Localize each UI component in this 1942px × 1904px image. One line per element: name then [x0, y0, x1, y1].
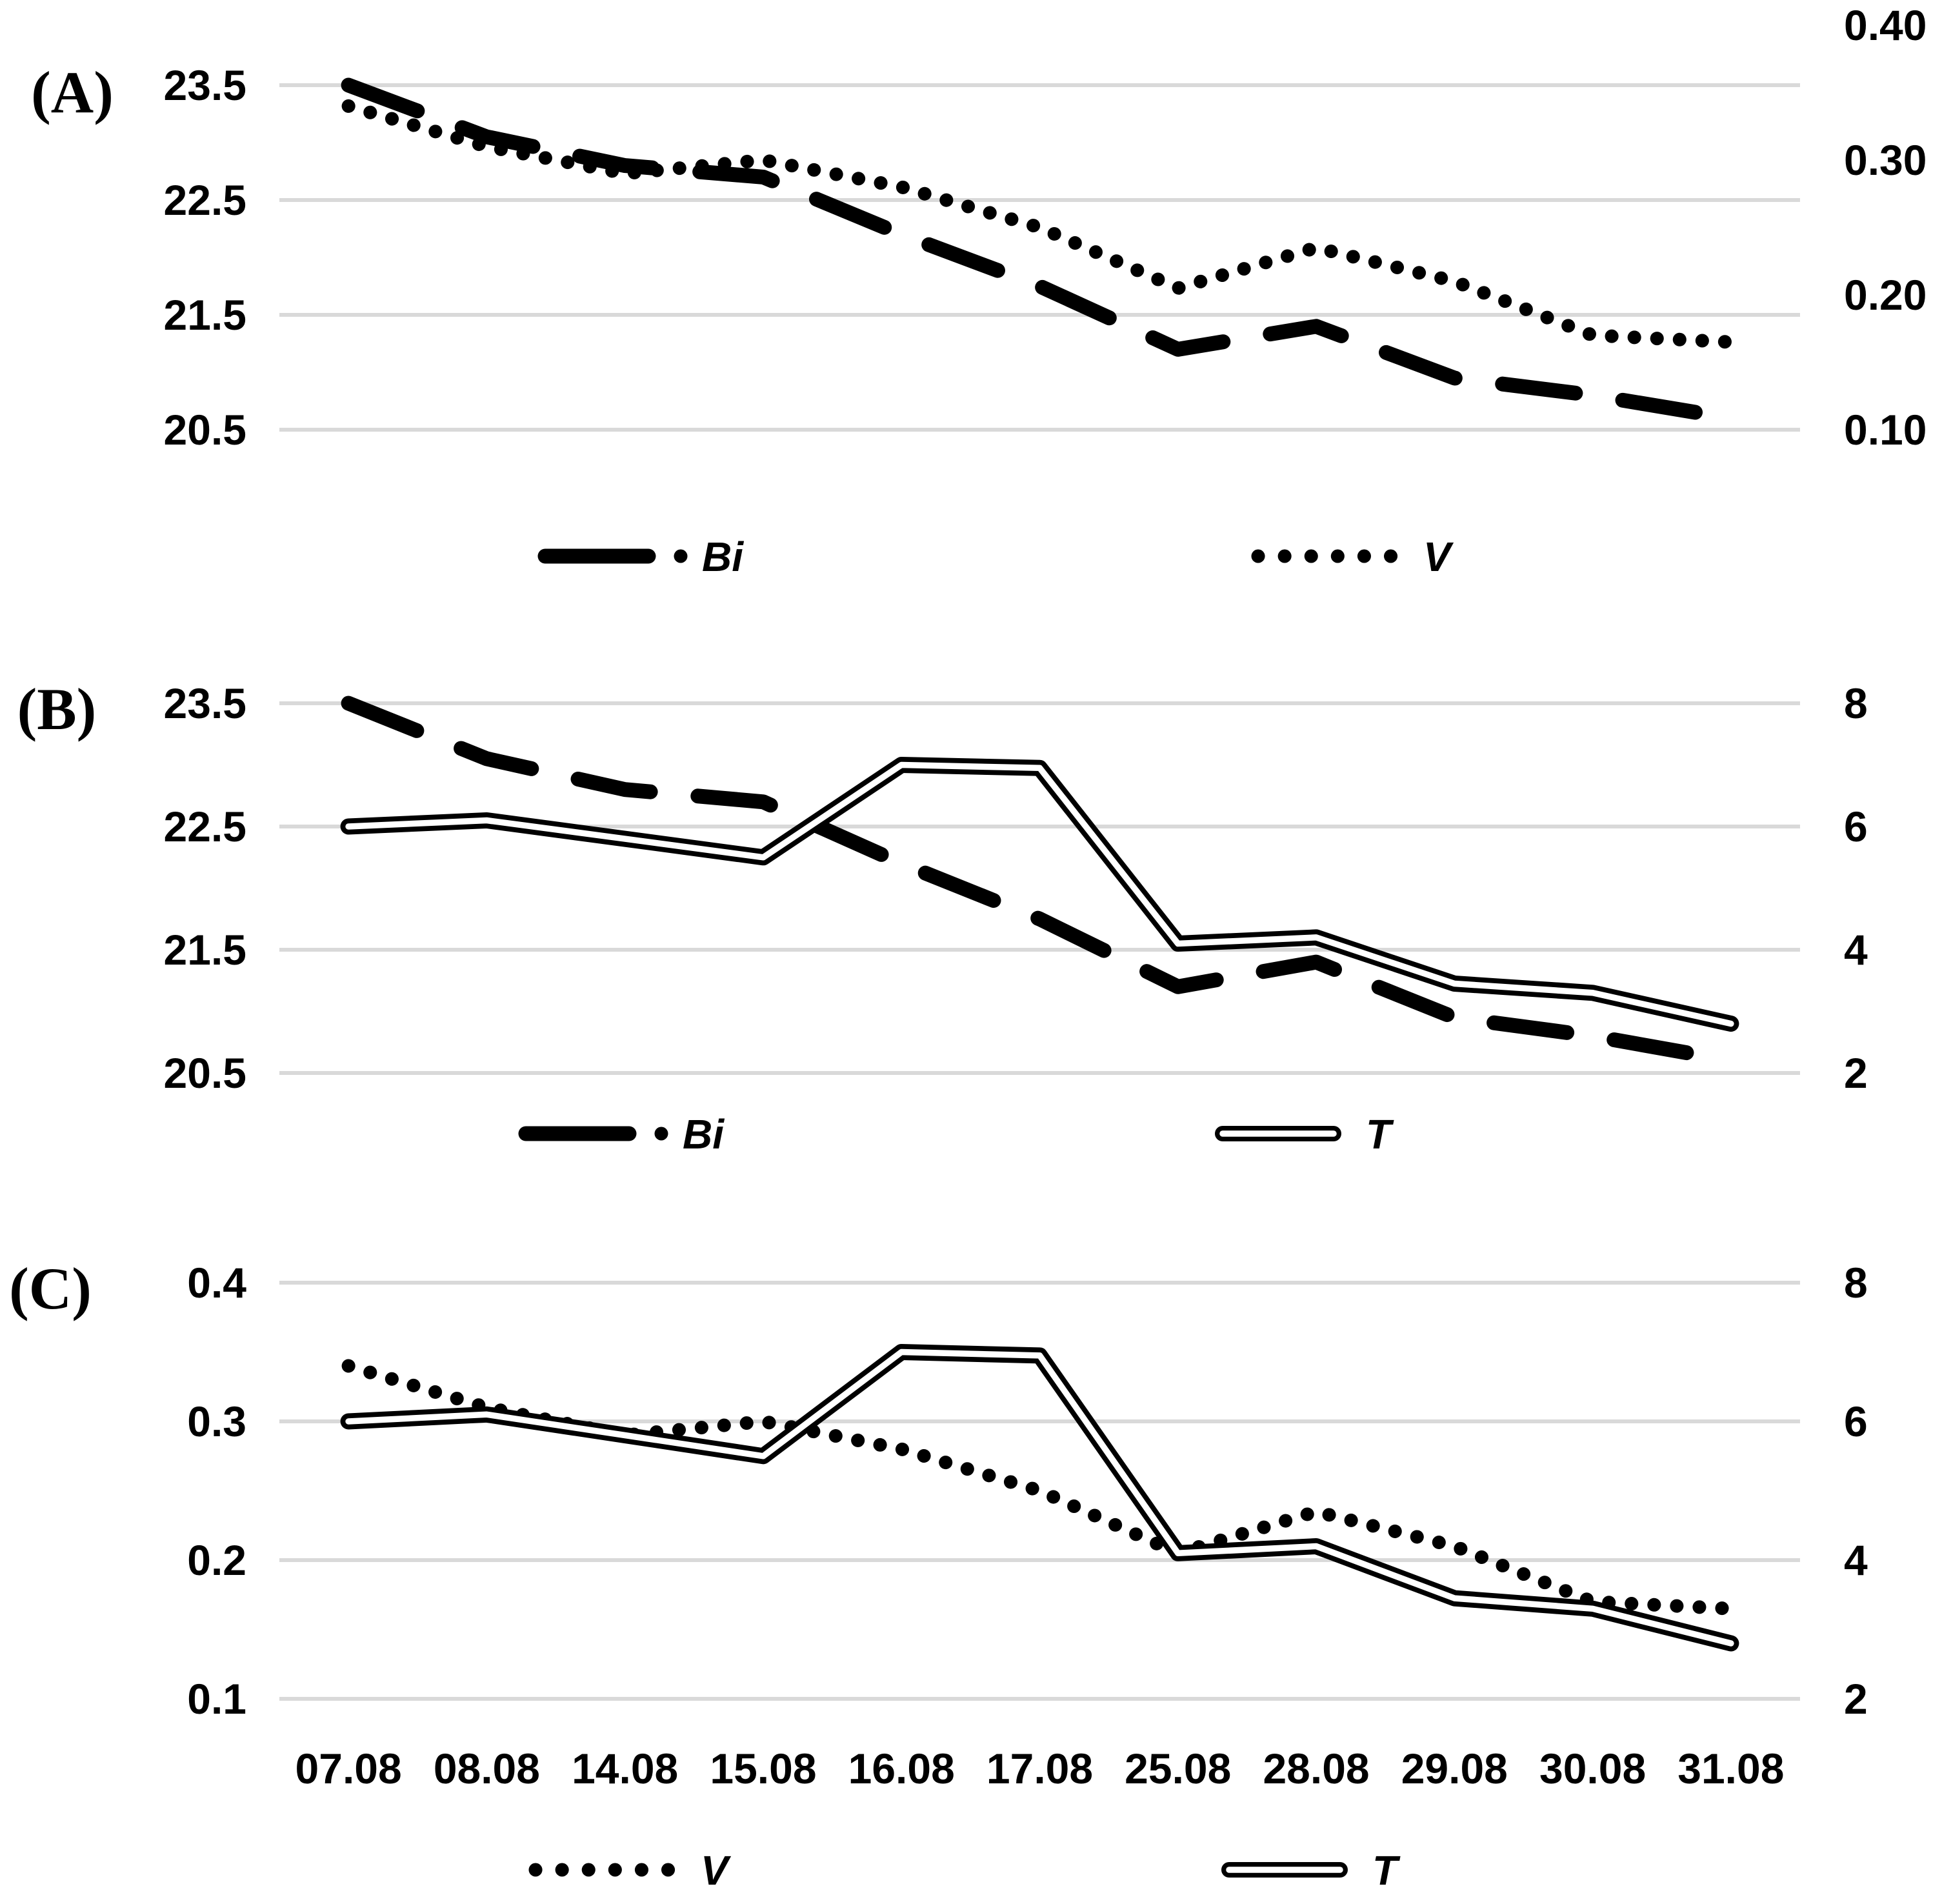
right-axis-tick-label: 2: [1844, 1049, 1868, 1097]
series-Bi-line-panel-B: [341, 696, 1739, 1068]
legend-label-Bi: Bi: [702, 534, 744, 580]
x-axis-label: 17.08: [986, 1745, 1093, 1792]
left-axis-tick-label: 0.4: [187, 1259, 246, 1307]
legend-panel-B: Bi T: [518, 1111, 1394, 1157]
left-axis-tick-label: 20.5: [164, 406, 246, 454]
panel-label-B: (B): [17, 676, 97, 742]
right-axis-tick-label: 6: [1844, 1398, 1868, 1445]
x-axis-label: 14.08: [572, 1745, 678, 1792]
right-axis-tick-label: 8: [1844, 1259, 1868, 1307]
legend-panel-A: Bi V: [537, 534, 1454, 580]
panel-B: (B) 23.5 22.5 21.5 20.5 8 6 4 2 Bi T: [17, 676, 1868, 1157]
x-axis-label: 30.08: [1539, 1745, 1646, 1792]
panel-C: (C) 0.4 0.3 0.2 0.1 8 6 4 2 07.08 08.08 14.08 15.08 1…: [9, 1256, 1868, 1894]
x-axis-label: 15.08: [710, 1745, 816, 1792]
right-axis-tick-label: 0.40: [1844, 1, 1927, 49]
panel-label-C: (C): [9, 1256, 92, 1321]
legend-label-V: V: [701, 1847, 732, 1894]
left-axis-tick-label: 20.5: [164, 1049, 246, 1097]
right-axis-tick-label: 8: [1844, 679, 1868, 727]
legend-label-V: V: [1423, 534, 1454, 580]
x-axis-label: 08.08: [434, 1745, 540, 1792]
legend-label-T: T: [1372, 1847, 1401, 1894]
x-axis-label: 29.08: [1401, 1745, 1508, 1792]
left-axis-tick-label: 21.5: [164, 291, 246, 339]
legend-item-V-panel-C: V: [528, 1847, 732, 1894]
series-Bi-line-panel-A: [341, 77, 1739, 426]
right-axis-tick-label: 4: [1844, 1536, 1868, 1584]
left-axis-tick-label: 23.5: [164, 61, 246, 109]
series-V-line-panel-A: [341, 99, 1738, 349]
legend-dot-sample-icon: [674, 549, 688, 563]
panel-label-A: (A): [31, 59, 114, 125]
legend-label-Bi: Bi: [683, 1111, 725, 1157]
x-axis-label: 28.08: [1263, 1745, 1369, 1792]
left-axis-tick-label: 0.1: [187, 1675, 246, 1723]
right-axis-tick-label: 0.20: [1844, 271, 1927, 319]
x-axis-label: 25.08: [1125, 1745, 1231, 1792]
x-axis-label: 16.08: [848, 1745, 955, 1792]
left-axis-tick-label: 0.2: [187, 1536, 246, 1584]
legend-label-T: T: [1366, 1111, 1394, 1157]
left-axis-tick-label: 22.5: [164, 803, 246, 850]
series-V-line-panel-C: [341, 1359, 1738, 1616]
legend-item-Bi-panel-A: Bi: [537, 534, 744, 580]
legend-item-V-panel-A: V: [1251, 534, 1454, 580]
right-axis-tick-label: 0.30: [1844, 136, 1927, 184]
panel-A: (A) 23.5 22.5 21.5 20.5 0.40 0.30 0.20 0.10 Bi V: [31, 1, 1927, 580]
x-axis-label: 07.08: [295, 1745, 402, 1792]
legend-dot-sample-icon: [654, 1127, 668, 1141]
right-axis-tick-label: 0.10: [1844, 406, 1927, 454]
series-T-line-inner-panel-C: [345, 1348, 1734, 1647]
left-axis-tick-label: 0.3: [187, 1398, 246, 1445]
left-axis-tick-label: 21.5: [164, 926, 246, 974]
legend-item-Bi-panel-B: Bi: [518, 1111, 725, 1157]
series-T-line-inner-panel-B: [345, 761, 1734, 1027]
legend-item-T-panel-B: T: [1215, 1111, 1394, 1157]
right-axis-tick-label: 4: [1844, 926, 1868, 974]
legend-item-T-panel-C: T: [1221, 1847, 1401, 1894]
right-axis-tick-label: 6: [1844, 803, 1868, 850]
left-axis-tick-label: 23.5: [164, 679, 246, 727]
x-axis-label: 31.08: [1677, 1745, 1784, 1792]
right-axis-tick-label: 2: [1844, 1675, 1868, 1723]
left-axis-tick-label: 22.5: [164, 176, 246, 224]
